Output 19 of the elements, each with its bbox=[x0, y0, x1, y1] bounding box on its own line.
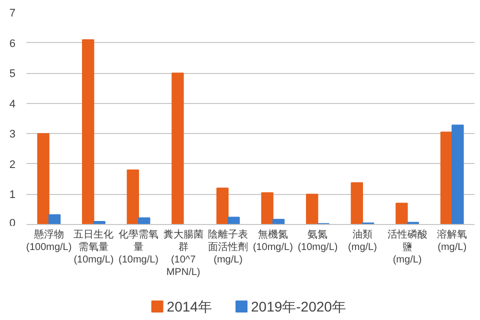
legend-label: 2014年 bbox=[166, 298, 212, 314]
x-tick-label: 油類 (mg/L) bbox=[348, 228, 377, 253]
y-tick-label: 7 bbox=[9, 8, 16, 20]
legend-label: 2019年-2020年 bbox=[251, 298, 346, 314]
x-tick-label: 無機氮 (10mg/L) bbox=[252, 228, 293, 253]
x-tick-label: 糞大腸菌群 (10^7MPN/L) bbox=[163, 228, 204, 278]
x-tick-label: 陰離子表面活性劑 (mg/L) bbox=[208, 228, 248, 266]
y-tick-label: 6 bbox=[9, 38, 16, 50]
x-tick-label: 溶解氧 (mg/L) bbox=[437, 228, 468, 253]
y-tick-label: 4 bbox=[9, 98, 16, 110]
y-tick-label: 2 bbox=[9, 158, 16, 171]
x-tick-label: 懸浮物 (100mg/L) bbox=[26, 228, 72, 253]
y-tick-label: 1 bbox=[9, 189, 16, 202]
x-tick-label: 化學需氧量 (10mg/L) bbox=[118, 228, 159, 266]
x-tick-label: 五日生化需氧量 (10mg/L) bbox=[74, 228, 114, 266]
y-tick-label: 3 bbox=[9, 128, 16, 141]
y-tick-label: 5 bbox=[9, 68, 16, 80]
x-tick-label: 活性磷酸鹽 (mg/L) bbox=[387, 228, 428, 266]
x-tick-label: 氨氮 (10mg/L) bbox=[298, 229, 338, 253]
